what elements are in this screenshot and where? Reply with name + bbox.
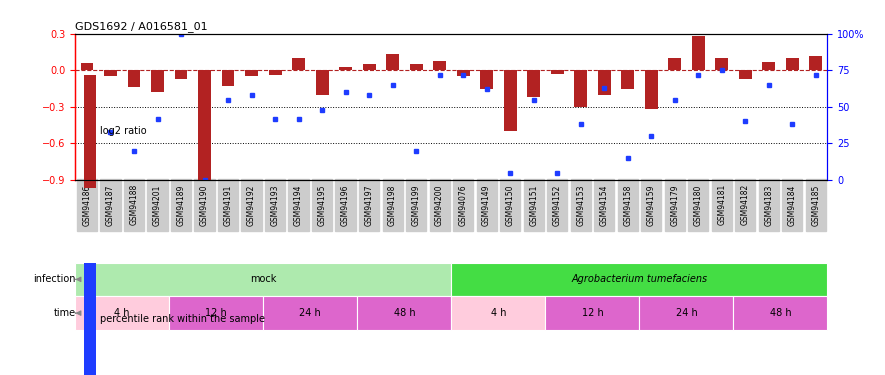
Bar: [504, 70, 517, 131]
Text: Agrobacterium tumefaciens: Agrobacterium tumefaciens: [572, 274, 707, 284]
Bar: [739, 70, 751, 79]
Bar: [451, 262, 827, 296]
Bar: [169, 296, 264, 330]
Bar: [245, 70, 258, 76]
Bar: [151, 70, 164, 92]
Bar: [692, 36, 704, 70]
Bar: [339, 67, 352, 70]
Text: 12 h: 12 h: [581, 308, 604, 318]
Text: log2 ratio: log2 ratio: [100, 126, 147, 136]
Text: 12 h: 12 h: [205, 308, 227, 318]
Bar: [84, 75, 96, 188]
Text: 48 h: 48 h: [770, 308, 791, 318]
Bar: [386, 54, 399, 70]
Bar: [198, 70, 211, 180]
Bar: [81, 63, 94, 70]
Bar: [668, 58, 681, 70]
Bar: [104, 70, 117, 76]
Bar: [433, 60, 446, 70]
Bar: [621, 70, 635, 88]
Bar: [75, 296, 169, 330]
Bar: [75, 262, 451, 296]
Text: 24 h: 24 h: [299, 308, 321, 318]
Bar: [550, 70, 564, 74]
Text: 24 h: 24 h: [675, 308, 697, 318]
Bar: [264, 296, 358, 330]
Bar: [268, 70, 281, 75]
Text: 4 h: 4 h: [114, 308, 130, 318]
Bar: [786, 58, 798, 70]
Bar: [715, 58, 728, 70]
Bar: [639, 296, 734, 330]
Bar: [644, 70, 658, 109]
Text: time: time: [53, 308, 75, 318]
Bar: [127, 70, 141, 87]
Bar: [451, 296, 545, 330]
Bar: [597, 70, 611, 94]
Bar: [316, 70, 328, 94]
Bar: [762, 62, 775, 70]
Bar: [84, 262, 96, 375]
Bar: [481, 70, 493, 88]
Bar: [734, 296, 827, 330]
Bar: [527, 70, 540, 97]
Text: infection: infection: [33, 274, 75, 284]
Bar: [457, 70, 470, 76]
Text: GDS1692 / A016581_01: GDS1692 / A016581_01: [75, 22, 208, 33]
Bar: [410, 64, 422, 70]
Text: percentile rank within the sample: percentile rank within the sample: [100, 314, 265, 324]
Text: mock: mock: [250, 274, 276, 284]
Bar: [358, 296, 451, 330]
Bar: [545, 296, 639, 330]
Bar: [809, 56, 822, 70]
Text: 48 h: 48 h: [394, 308, 415, 318]
Text: 4 h: 4 h: [490, 308, 506, 318]
Bar: [221, 70, 235, 86]
Bar: [292, 58, 305, 70]
Bar: [363, 64, 375, 70]
Bar: [174, 70, 188, 79]
Bar: [574, 70, 587, 107]
